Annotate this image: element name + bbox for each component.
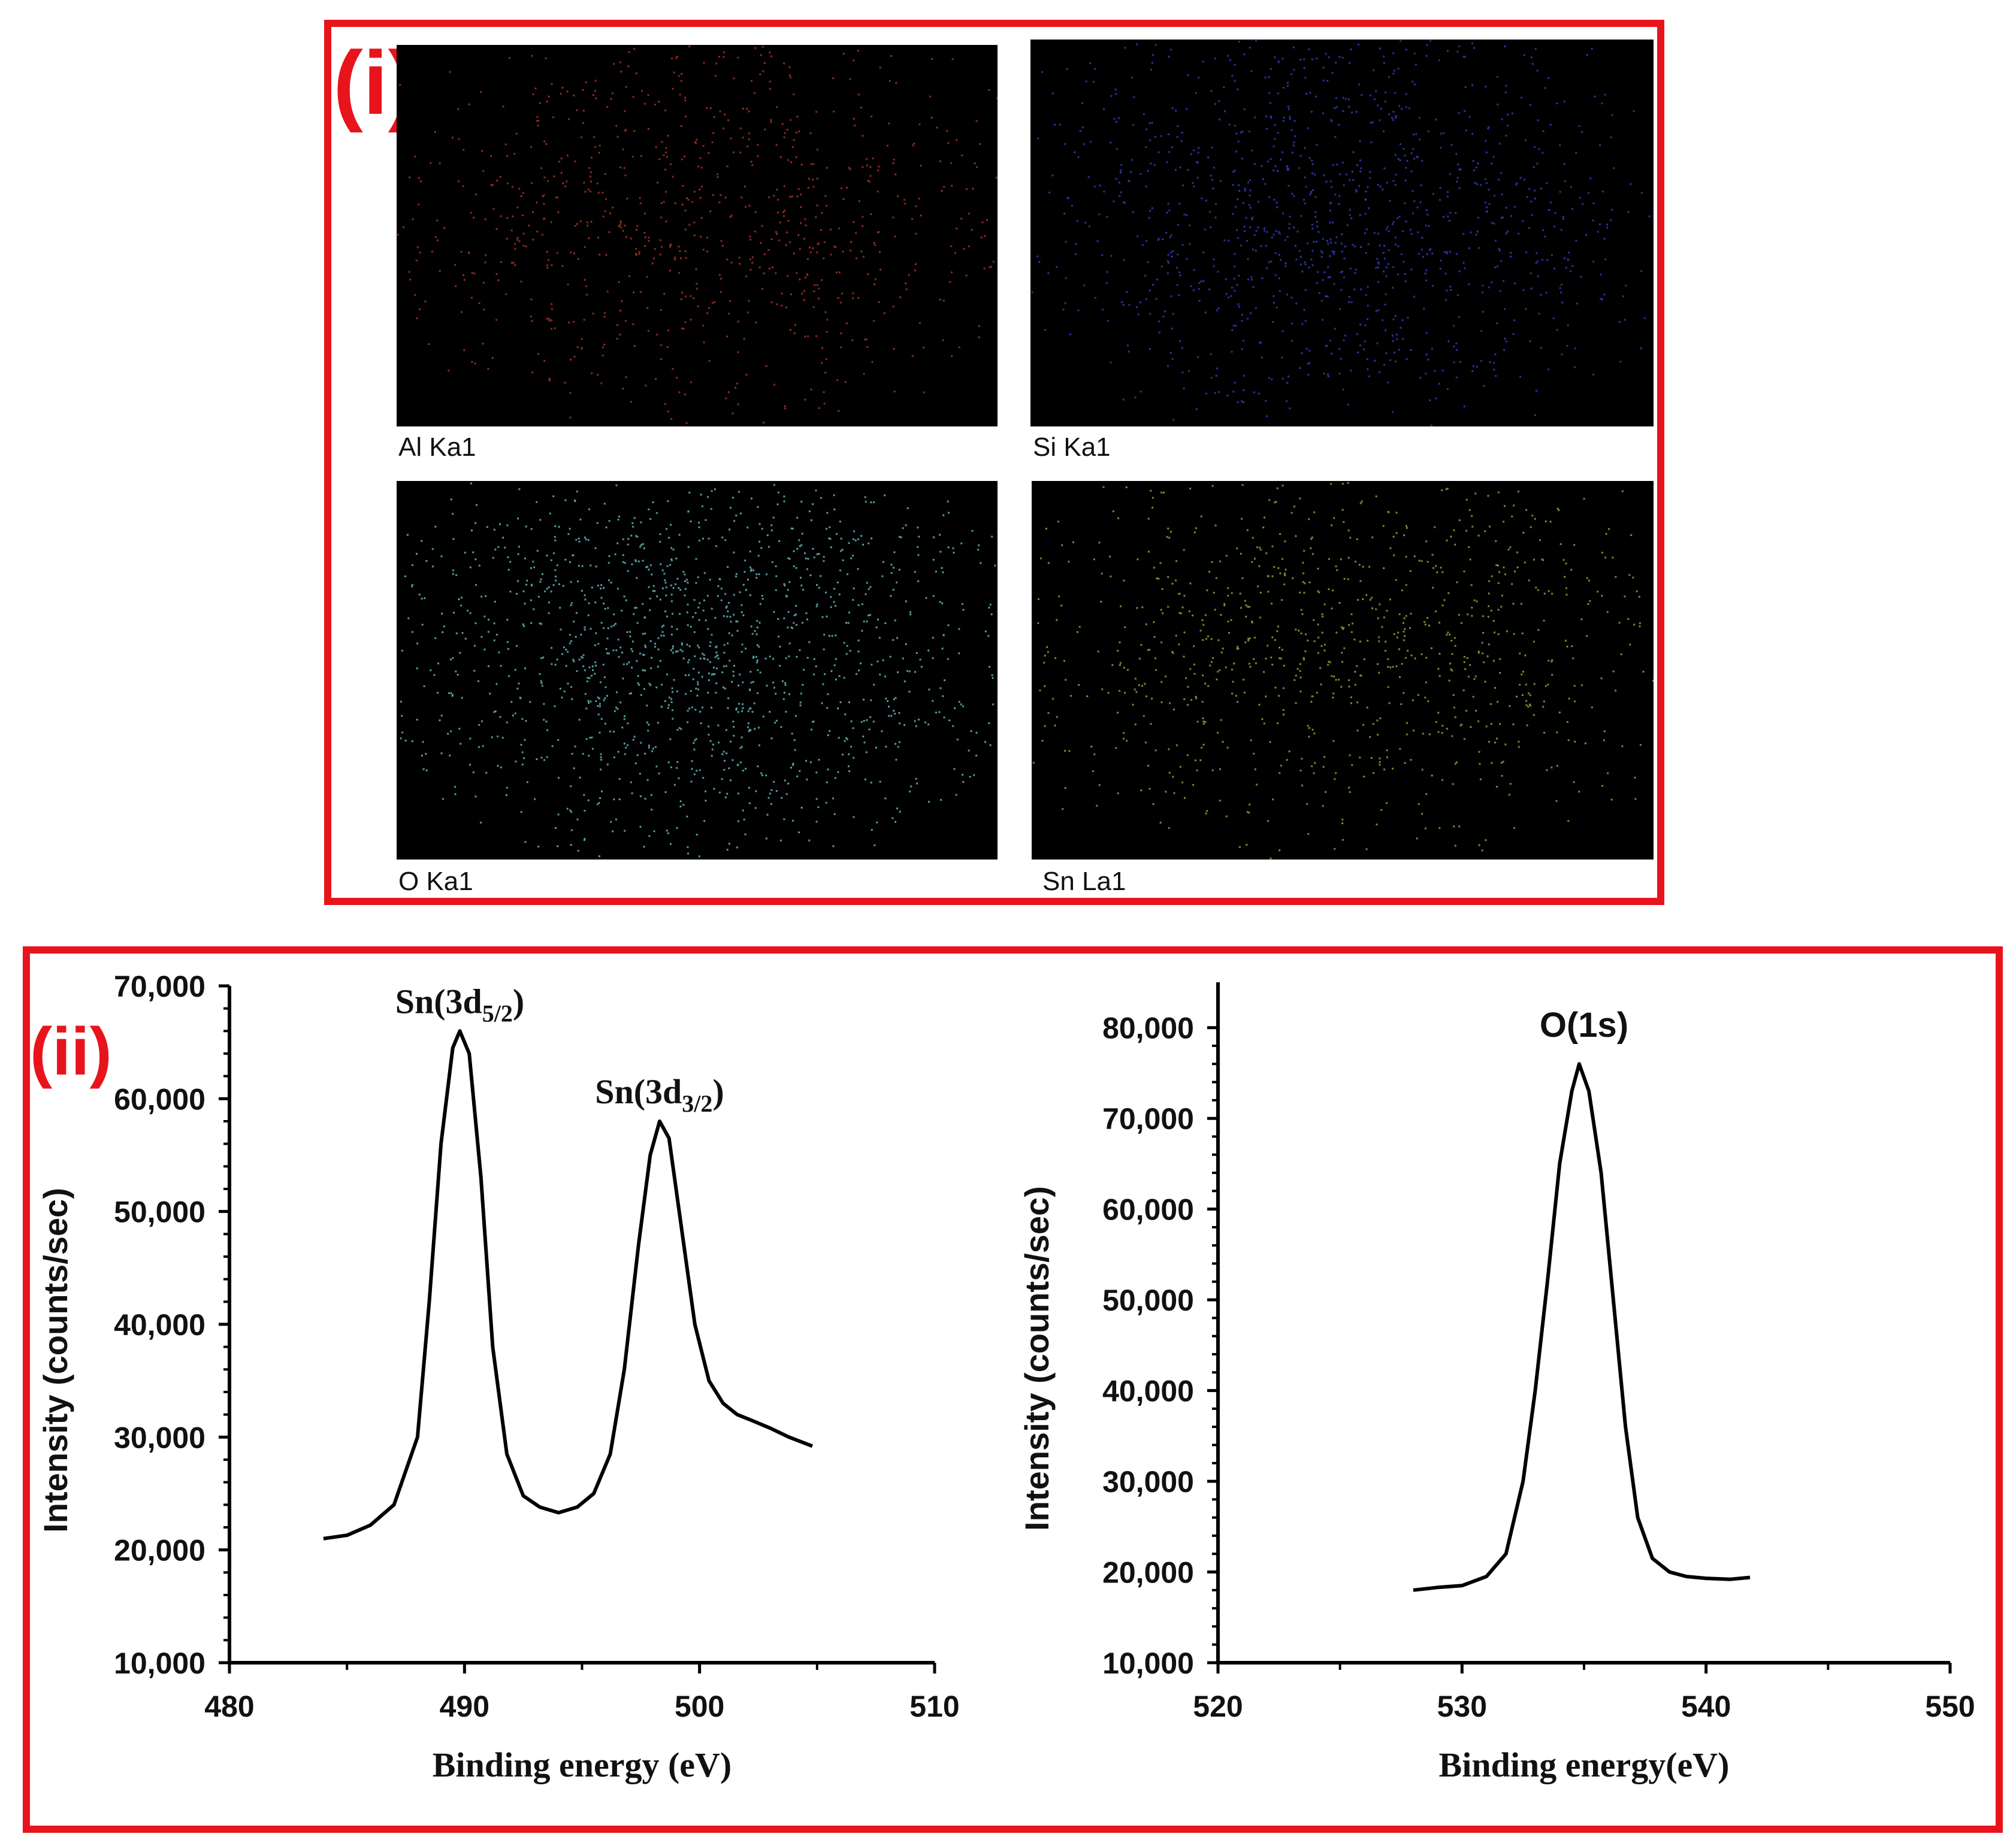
sn-la1-caption: Sn La1 — [1042, 867, 1126, 896]
x-tick-label: 530 — [1437, 1690, 1487, 1723]
si-ka1-map — [1030, 40, 1654, 426]
y-tick-label: 20,000 — [1102, 1556, 1194, 1590]
sn-la1-map — [1032, 481, 1654, 860]
peak-annotation: Sn(3d5/2) — [395, 982, 525, 1027]
y-tick-label: 70,000 — [114, 970, 205, 1003]
peak-annotation: O(1s) — [1540, 1006, 1628, 1045]
x-axis-label: Binding energy(eV) — [1439, 1745, 1730, 1784]
x-axis-label: Binding energy (eV) — [433, 1745, 732, 1784]
x-tick-label: 510 — [909, 1690, 959, 1723]
panel-i-frame — [324, 20, 1664, 905]
y-tick-label: 50,000 — [1102, 1284, 1194, 1317]
al-ka1-map — [397, 45, 998, 426]
panel-ii-label: (ii) — [30, 1014, 112, 1089]
y-tick-label: 50,000 — [114, 1196, 205, 1229]
spectrum-line — [1413, 1062, 1751, 1592]
y-tick-label: 30,000 — [114, 1421, 205, 1454]
x-tick-label: 550 — [1925, 1690, 1975, 1723]
y-tick-label: 40,000 — [114, 1308, 205, 1342]
o-ka1-caption: O Ka1 — [398, 867, 473, 896]
al-ka1-caption: Al Ka1 — [398, 432, 476, 462]
y-tick-label: 80,000 — [1102, 1012, 1194, 1045]
panel-ii-frame — [23, 946, 2003, 1833]
y-tick-label: 40,000 — [1102, 1375, 1194, 1408]
peak-annotation: Sn(3d3/2) — [595, 1072, 724, 1117]
x-tick-label: 540 — [1681, 1690, 1731, 1723]
o-ka1-map — [397, 481, 998, 860]
y-tick-label: 60,000 — [1102, 1193, 1194, 1227]
spectrum-line — [323, 1029, 814, 1541]
map-dots — [1032, 482, 1654, 860]
x-tick-label: 490 — [440, 1690, 489, 1723]
y-tick-label: 10,000 — [114, 1647, 205, 1680]
y-axis-label: Intensity (counts/sec) — [1018, 1186, 1056, 1531]
y-axis-label: Intensity (counts/sec) — [37, 1188, 74, 1533]
x-tick-label: 480 — [204, 1690, 254, 1723]
x-tick-label: 520 — [1193, 1690, 1243, 1723]
y-tick-label: 70,000 — [1102, 1102, 1194, 1136]
si-ka1-caption: Si Ka1 — [1033, 432, 1111, 462]
y-tick-label: 10,000 — [1102, 1647, 1194, 1680]
y-tick-label: 60,000 — [114, 1082, 205, 1116]
y-tick-label: 20,000 — [114, 1534, 205, 1567]
map-speckle — [1032, 482, 1654, 860]
y-tick-label: 30,000 — [1102, 1465, 1194, 1499]
x-tick-label: 500 — [675, 1690, 724, 1723]
